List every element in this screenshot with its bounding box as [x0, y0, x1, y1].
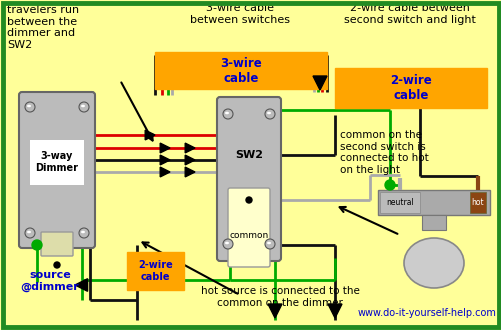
FancyBboxPatch shape [216, 97, 281, 261]
Ellipse shape [224, 242, 228, 244]
Bar [30, 140, 84, 185]
Circle shape [79, 228, 89, 238]
Ellipse shape [81, 231, 85, 233]
Text: source
@dimmer: source @dimmer [21, 270, 79, 292]
Bar [155, 52, 326, 89]
Bar [334, 68, 486, 108]
Polygon shape [160, 143, 170, 153]
FancyBboxPatch shape [227, 188, 270, 267]
Circle shape [222, 239, 232, 249]
Polygon shape [185, 167, 194, 177]
Circle shape [384, 180, 394, 190]
Ellipse shape [27, 105, 31, 107]
Circle shape [265, 109, 275, 119]
Bar [421, 215, 445, 230]
Ellipse shape [267, 242, 271, 244]
Bar [379, 192, 419, 213]
Ellipse shape [27, 231, 31, 233]
Polygon shape [268, 304, 282, 318]
Ellipse shape [267, 112, 271, 114]
Polygon shape [313, 76, 326, 90]
Circle shape [222, 109, 232, 119]
Text: 3-wire
cable: 3-wire cable [219, 56, 262, 84]
Ellipse shape [224, 112, 228, 114]
Polygon shape [185, 143, 194, 153]
Ellipse shape [403, 238, 463, 288]
Text: neutral: neutral [385, 198, 413, 207]
Text: 2-wire
cable: 2-wire cable [389, 74, 431, 102]
Polygon shape [160, 167, 170, 177]
Text: SW2: SW2 [234, 150, 263, 160]
Text: 3-wire cable
between switches: 3-wire cable between switches [189, 3, 290, 25]
Polygon shape [327, 304, 341, 318]
Text: hot source is connected to the
common on the dimmer: hot source is connected to the common on… [200, 286, 359, 308]
Ellipse shape [81, 105, 85, 107]
Circle shape [79, 102, 89, 112]
Circle shape [32, 240, 42, 250]
Polygon shape [145, 130, 155, 140]
Text: 3-way
Dimmer: 3-way Dimmer [36, 151, 78, 173]
Circle shape [265, 239, 275, 249]
Circle shape [25, 102, 35, 112]
Text: 2-wire cable between
second switch and light: 2-wire cable between second switch and l… [343, 3, 475, 25]
Text: 2-wire
cable: 2-wire cable [138, 260, 172, 282]
FancyBboxPatch shape [41, 232, 73, 256]
Polygon shape [75, 279, 88, 291]
Text: www.do-it-yourself-help.com: www.do-it-yourself-help.com [356, 308, 495, 318]
Text: travelers run
between the
dimmer and
SW2: travelers run between the dimmer and SW2 [7, 5, 79, 50]
Polygon shape [185, 155, 194, 165]
Circle shape [25, 228, 35, 238]
Polygon shape [160, 155, 170, 165]
Text: hot: hot [471, 198, 483, 207]
Bar [127, 252, 184, 290]
Circle shape [245, 197, 252, 203]
Text: common: common [229, 232, 268, 241]
Circle shape [54, 262, 60, 268]
Bar [377, 190, 489, 215]
Bar [469, 192, 485, 213]
Text: common on the
second switch is
connected to hot
on the light: common on the second switch is connected… [339, 130, 428, 175]
FancyBboxPatch shape [19, 92, 95, 248]
